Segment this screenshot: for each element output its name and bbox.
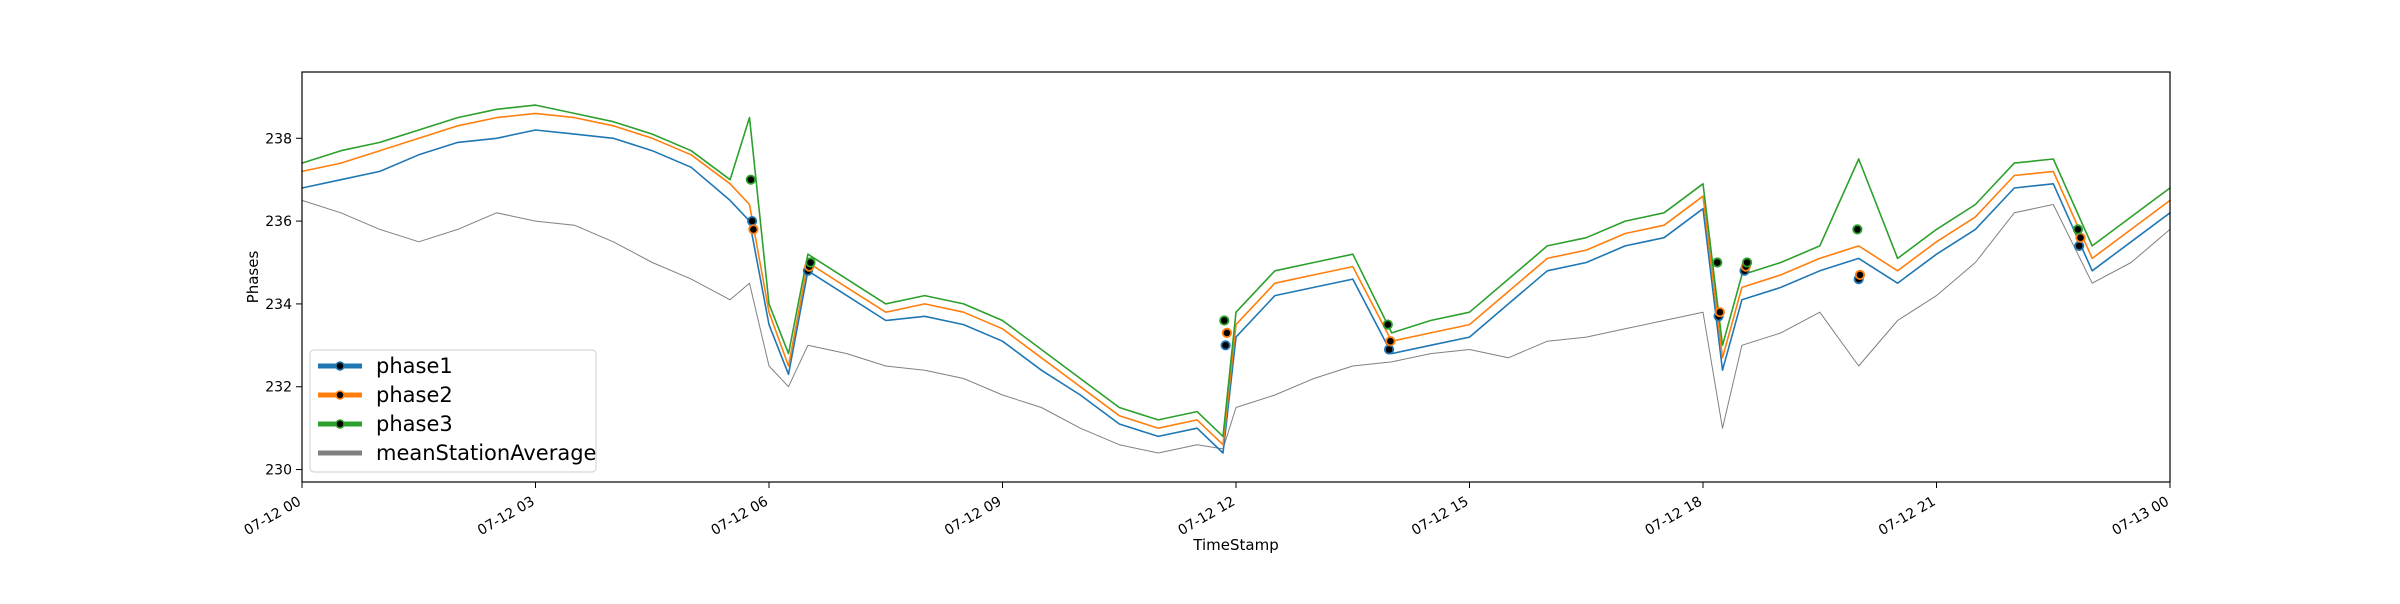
x-axis-title: TimeStamp [1192,536,1278,554]
legend-marker-phase2 [335,390,345,400]
y-tick-label-5: 238 [265,131,292,147]
marker-point-phase2-7 [1854,269,1866,280]
marker-point-phase2-1 [748,224,759,235]
y-axis-title: Phases [244,251,262,304]
legend-label-phase1: phase1 [376,354,453,378]
y-tick-label-4: 236 [265,214,292,230]
legend-frame [309,349,597,473]
y-tick-label-3: 234 [265,297,292,313]
marker-point-phase3-5 [1712,257,1723,268]
marker-point-phase2-4 [1385,336,1396,347]
marker-point-phase2-8 [2075,232,2086,243]
y-axis: 230 232 234 236 238 [265,131,302,479]
legend-marker-phase3 [335,419,345,429]
series-line-phase3 [301,104,2171,438]
legend: phase1 phase2 phase3 meanStationAverage [309,349,597,473]
legend-label-phase2: phase2 [376,383,453,407]
marker-point-phase3-7 [1852,224,1863,235]
legend-label-phase3: phase3 [376,412,453,436]
legend-marker-phase1 [335,361,345,371]
marker-point-phase1-8 [2074,240,2085,251]
series-line-phase2 [301,112,2171,446]
marker-point-phase1-1 [746,216,758,227]
marker-point-phase2-5 [1714,307,1726,318]
marker-point-phase3-1 [745,174,756,185]
y-tick-label-1: 230 [265,463,292,479]
series-layer [301,104,2171,454]
marker-point-phase1-3 [1220,340,1231,351]
legend-label-meanStationAverage: meanStationAverage [376,441,596,465]
marker-point-phase3-2 [805,257,816,268]
y-tick-label-2: 232 [265,380,292,396]
marker-point-phase3-6 [1742,257,1753,268]
series-line-phase1 [301,129,2171,454]
marker-layer [745,174,2086,355]
marker-point-phase2-3 [1221,327,1233,338]
marker-point-phase3-4 [1382,319,1393,330]
marker-point-phase3-3 [1219,315,1230,326]
marker-point-phase1-4 [1384,344,1395,355]
marker-point-phase3-8 [2072,224,2083,235]
